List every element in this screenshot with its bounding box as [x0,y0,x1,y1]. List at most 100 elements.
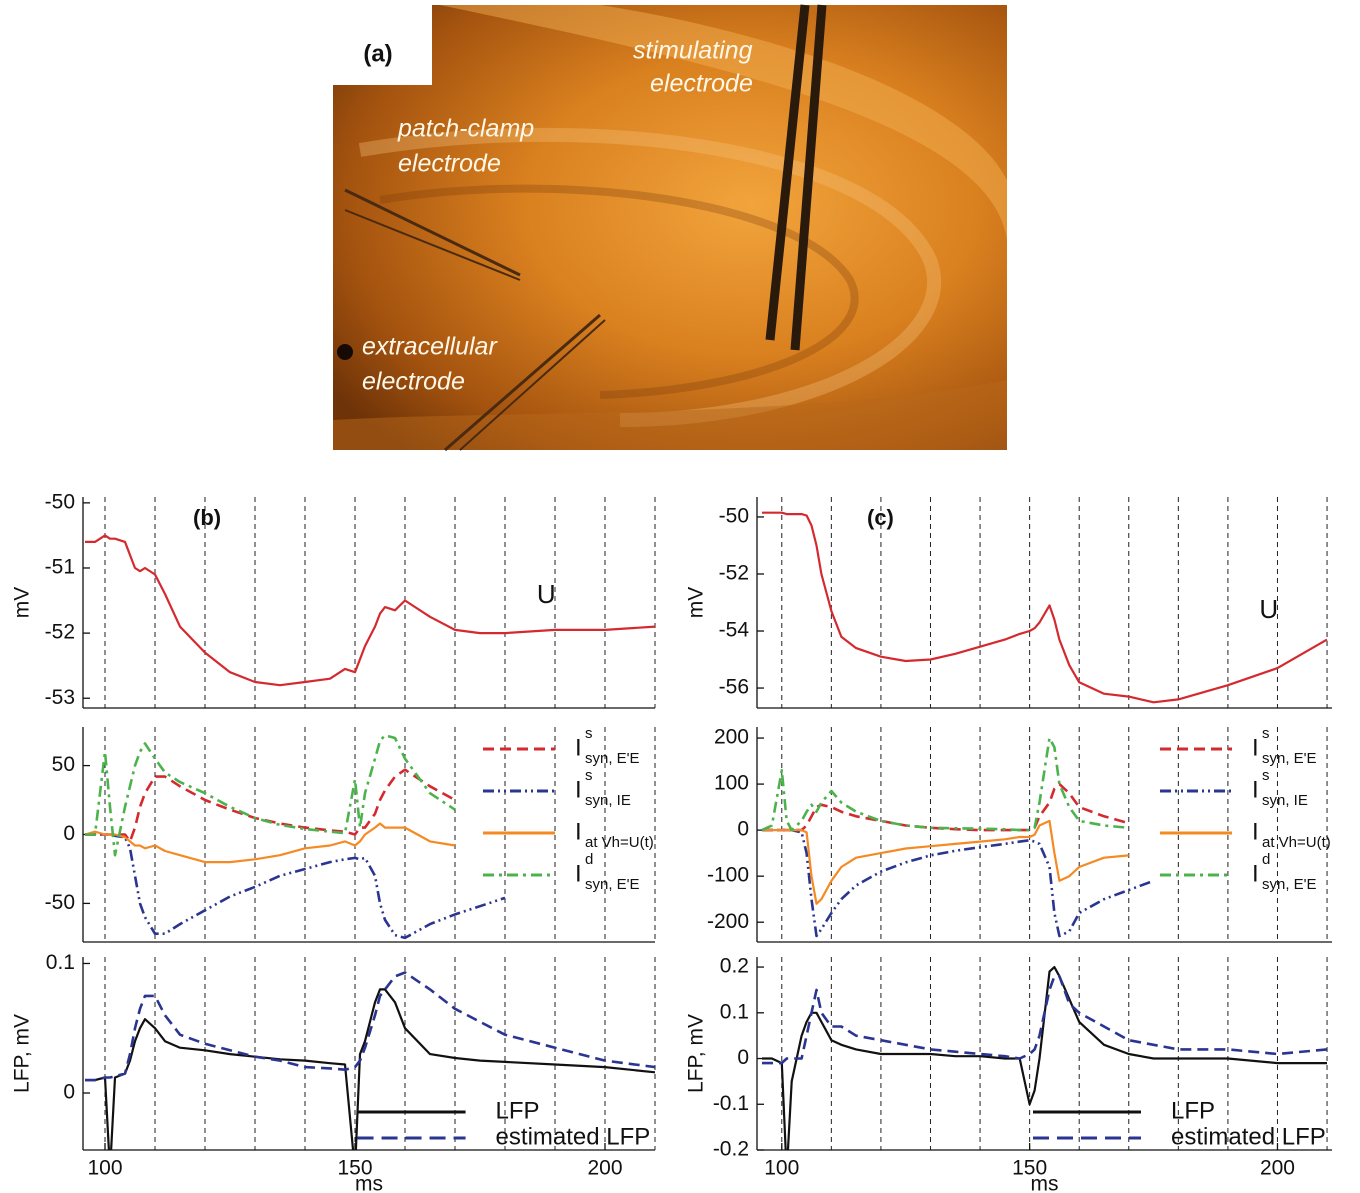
photo-label: electrode [398,150,501,178]
y-tick-label: 0 [737,1046,749,1069]
electrode [459,319,606,451]
y-tick-label: -56 [719,676,749,699]
legend-label: LFP [1171,1097,1215,1124]
photo-label: electrode [362,368,465,396]
annotation: U [1259,594,1278,624]
legend-superscript: s [585,725,593,742]
y-tick-label: 100 [714,772,749,795]
photo-label: patch-clamp [397,115,534,143]
electrode [790,4,827,351]
series-line [762,819,1129,905]
photo: (a) stimulating electrode patch-clamp el… [333,4,1007,452]
electrode [344,188,521,277]
electrode [444,313,601,452]
electrode [765,4,810,341]
tissue-band [333,380,1007,450]
series-line [762,966,1327,1150]
legend-label: I [1252,860,1259,887]
panel-label: (b) [193,505,221,530]
x-tick-label: 200 [587,1157,622,1180]
legend-label: I [575,776,582,803]
series-line [85,768,456,843]
series-line [85,971,655,1082]
label-box [333,5,432,85]
y-tick-label: 0 [63,1081,75,1104]
series-line [762,782,1130,832]
y-tick-label: -54 [719,619,750,642]
photo-label: electrode [650,70,753,98]
legend-subscript: syn, E'E [585,750,640,767]
y-tick-label: 50 [52,753,75,776]
series-line [762,974,1328,1065]
chart-panel: -56 -54 -52 -50 mV (c) U [685,497,1332,709]
y-tick-label: -0.1 [713,1092,749,1115]
series-line [762,828,1155,938]
legend-superscript: s [585,767,593,784]
y-tick-label: -51 [45,556,75,579]
annotation: U [537,579,556,609]
panel-label: (a) [363,40,392,67]
x-tick-label: 150 [337,1157,372,1180]
photo-background [333,5,1007,450]
x-tick-label: 150 [1012,1157,1047,1180]
y-tick-label: 0.2 [720,955,749,978]
legend-subscript: syn, IE [585,792,631,809]
legend-subscript: syn, E'E [585,876,640,893]
y-tick-label: -53 [45,686,75,709]
legend-label: estimated LFP [496,1123,651,1150]
y-tick-label: 0 [63,822,75,845]
y-tick-label: 0.1 [46,951,75,974]
legend-subscript: at Vh=U(t) [1262,834,1331,851]
y-axis-title: LFP, mV [11,1014,34,1093]
photo-label: stimulating [633,37,753,65]
y-tick-label: 0 [737,818,749,841]
panel-label: (c) [867,505,894,530]
series-line [762,511,1328,704]
legend-superscript: d [1262,851,1270,868]
series-line [761,736,1129,832]
y-tick-label: -200 [707,910,749,933]
series-line [85,534,655,687]
legend-subscript: syn, IE [1262,792,1308,809]
legend-label: I [575,734,582,761]
x-tick-label: 100 [764,1157,799,1180]
x-axis-title: ms [355,1173,383,1193]
chart-panel: -53 -52 -51 -50 mV (b) U [11,490,656,709]
y-tick-label: 200 [714,726,749,749]
photo-label: extracellular [362,333,498,361]
y-axis-title: mV [11,587,34,619]
series-line [85,988,655,1150]
legend-subscript: at Vh=U(t) [585,834,654,851]
tissue-band [440,5,1007,240]
tissue-band [379,184,859,399]
photo-spot [337,344,353,360]
series-line [85,734,456,857]
legend-label: I [1252,818,1259,845]
tissue-band [358,127,942,427]
legend-label: I [1252,776,1259,803]
y-tick-label: -50 [45,891,75,914]
x-tick-label: 100 [87,1157,122,1180]
x-axis-title: ms [1031,1173,1059,1193]
y-tick-label: -0.2 [713,1138,749,1161]
y-tick-label: -52 [45,621,75,644]
legend-label: LFP [496,1097,540,1124]
x-tick-label: 200 [1260,1157,1295,1180]
y-tick-label: -52 [719,562,749,585]
legend-superscript: s [1262,767,1270,784]
legend-superscript: d [585,851,593,868]
legend-label: estimated LFP [1171,1123,1326,1150]
legend-subscript: syn, E'E [1262,876,1317,893]
legend-subscript: syn, E'E [1262,750,1317,767]
legend-label: I [1252,734,1259,761]
y-tick-label: -50 [719,505,749,528]
y-axis-title: LFP, mV [685,1014,708,1093]
legend-label: I [575,818,582,845]
legend-label: I [575,860,582,887]
electrode [344,209,521,281]
